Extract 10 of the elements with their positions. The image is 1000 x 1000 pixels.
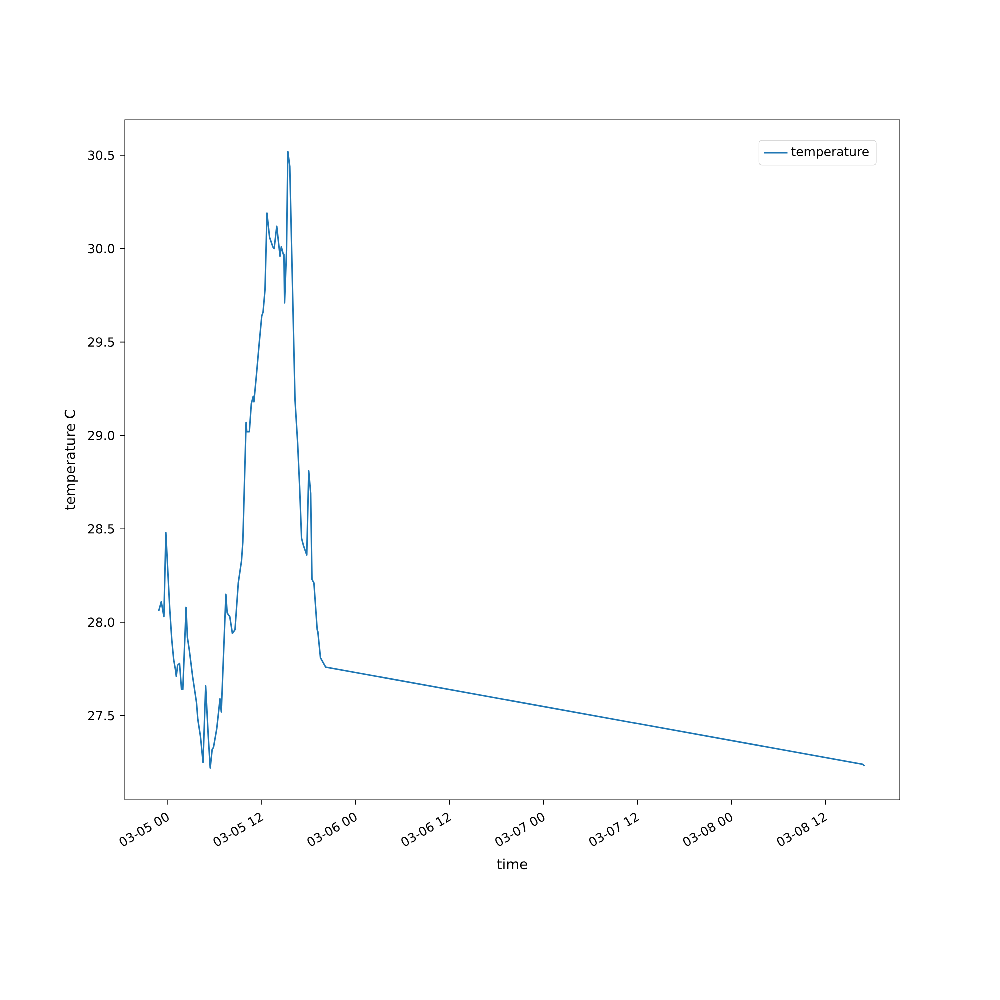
y-tick-label: 29.5 [88, 338, 114, 347]
y-tick-label: 29.0 [88, 430, 114, 440]
legend-label: temperature [792, 148, 869, 159]
y-tick-label: 27.5 [88, 711, 114, 721]
x-axis-title: time [497, 858, 528, 870]
y-tick-label: 28.0 [88, 618, 114, 628]
y-tick-label: 28.5 [88, 524, 114, 534]
y-axis-title: temperature C [64, 410, 78, 510]
y-tick-label: 30.5 [88, 150, 114, 160]
y-tick-label: 30.0 [88, 244, 114, 254]
